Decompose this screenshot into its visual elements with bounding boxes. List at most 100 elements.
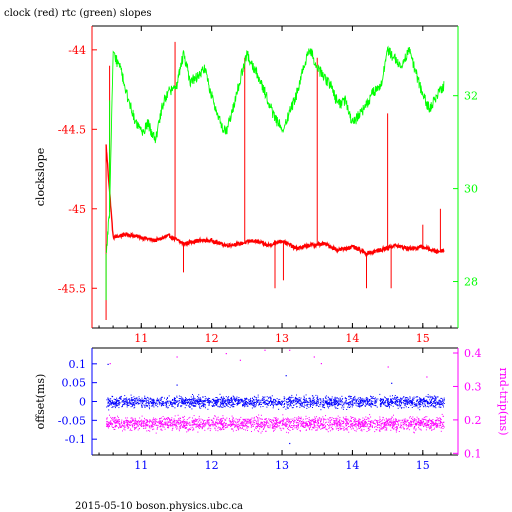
rnd-trip-point: [167, 418, 169, 419]
rnd-trip-point: [178, 430, 180, 432]
offset-point: [108, 402, 110, 404]
offset-point: [260, 400, 262, 402]
offset-points: [106, 363, 445, 445]
offset-point: [355, 400, 357, 402]
rnd-trip-point: [294, 427, 296, 429]
offset-point: [299, 402, 301, 404]
offset-point: [253, 403, 255, 405]
offset-point: [405, 400, 407, 402]
rnd-trip-point: [186, 419, 188, 421]
rnd-trip-point: [127, 428, 129, 429]
rnd-trip-point: [403, 428, 405, 430]
offset-point: [198, 399, 200, 401]
offset-point: [419, 404, 421, 406]
offset-point: [122, 404, 124, 406]
offset-point: [397, 401, 399, 403]
rnd-trip-point: [395, 418, 397, 420]
rnd-trip-point: [399, 426, 401, 428]
offset-point: [369, 404, 371, 406]
offset-point: [306, 405, 308, 407]
rnd-trip-point: [191, 425, 193, 427]
chart-title: clock (red) rtc (green) slopes: [4, 8, 152, 19]
offset-point: [151, 401, 153, 403]
rnd-trip-point: [175, 419, 177, 421]
offset-point: [136, 397, 138, 399]
rnd-trip-point: [246, 420, 248, 422]
rnd-trip-point: [438, 418, 440, 420]
offset-point: [236, 403, 238, 404]
rnd-trip-point: [274, 424, 275, 426]
rnd-trip-point: [443, 426, 445, 428]
offset-point: [313, 402, 315, 403]
offset-point: [184, 402, 186, 404]
rnd-trip-point: [230, 423, 232, 425]
offset-point: [335, 399, 337, 401]
offset-point: [338, 404, 340, 405]
offset-point: [268, 397, 270, 399]
offset-point: [130, 397, 132, 399]
rnd-trip-point: [251, 425, 252, 427]
rnd-trip-point: [202, 423, 204, 425]
rnd-trip-point: [379, 420, 381, 422]
rnd-trip-point: [372, 420, 374, 422]
offset-point: [303, 398, 305, 400]
rnd-trip-point: [107, 424, 109, 426]
rnd-trip-point: [184, 427, 186, 429]
rnd-trip-point: [129, 429, 131, 431]
rnd-trip-point: [359, 419, 361, 421]
rnd-trip-point: [340, 420, 342, 422]
offset-point: [130, 398, 132, 400]
rnd-trip-point: [299, 430, 301, 432]
offset-point: [122, 405, 123, 407]
rnd-trip-point: [346, 422, 348, 424]
offset-point: [321, 400, 323, 402]
offset-point: [356, 399, 358, 401]
offset-point: [348, 395, 350, 397]
rnd-trip-point: [326, 421, 328, 423]
rnd-trip-point: [289, 419, 290, 421]
rnd-trip-point: [422, 419, 424, 421]
offset-point: [366, 399, 368, 401]
rnd-trip-point: [175, 426, 177, 428]
offset-point: [233, 397, 235, 399]
rnd-trip-point: [319, 427, 320, 429]
rnd-trip-point: [183, 425, 185, 427]
rnd-trip-point: [152, 422, 154, 424]
offset-point: [432, 397, 434, 399]
rnd-trip-point: [156, 424, 158, 426]
offset-point: [434, 399, 436, 401]
offset-point: [200, 407, 202, 409]
rnd-trip-point: [434, 423, 435, 425]
offset-point: [258, 404, 260, 406]
offset-point: [360, 402, 362, 404]
rnd-trip-point: [290, 421, 292, 423]
offset-point: [407, 397, 409, 399]
offset-point: [171, 405, 173, 407]
rnd-trip-point: [153, 428, 155, 430]
rnd-trip-point: [382, 427, 384, 429]
rnd-trip-point: [331, 425, 333, 427]
offset-point: [391, 400, 393, 402]
rnd-trip-point: [398, 431, 400, 432]
rnd-trip-point: [296, 428, 298, 430]
offset-point: [148, 406, 150, 408]
rnd-trip-point: [335, 422, 337, 424]
rnd-trip-point: [412, 421, 414, 422]
offset-point: [406, 400, 408, 402]
rnd-trip-point: [374, 431, 376, 433]
offset-point: [256, 401, 258, 403]
offset-point: [384, 397, 386, 399]
top-x-tick-label: 12: [205, 332, 219, 345]
offset-point: [354, 396, 356, 398]
offset-point: [281, 400, 283, 402]
rnd-trip-point: [378, 426, 380, 428]
rnd-trip-point: [358, 420, 360, 422]
rnd-trip-point: [152, 418, 154, 420]
rnd-trip-point: [436, 423, 438, 425]
rnd-trip-point: [261, 418, 263, 420]
rnd-trip-point: [148, 425, 150, 427]
offset-point: [170, 404, 172, 406]
rnd-trip-point: [149, 427, 151, 429]
rnd-trip-point: [139, 417, 141, 419]
offset-point: [276, 398, 278, 400]
